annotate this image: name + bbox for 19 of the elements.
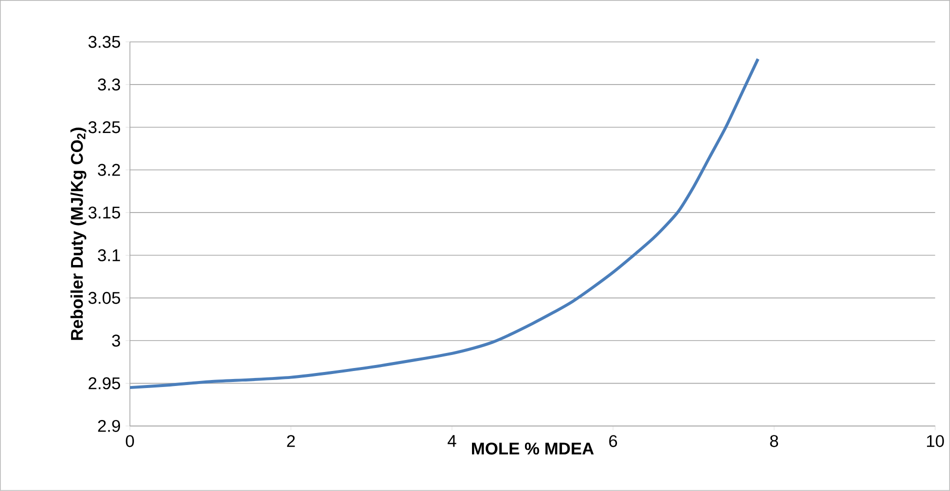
y-tick-label: 3.05 bbox=[88, 292, 120, 304]
x-tick-label: 2 bbox=[287, 435, 295, 447]
text: Reboiler Duty (MJ/Kg CO$_{2}$) bbox=[70, 128, 86, 340]
y-tick-label: 3.3 bbox=[98, 78, 120, 91]
y-tick-label: 3.15 bbox=[88, 206, 120, 219]
y-tick-label: 3.1 bbox=[98, 249, 120, 262]
y-tick-label: 3.35 bbox=[88, 36, 120, 48]
x-axis-title: MOLE % MDEA bbox=[472, 442, 594, 455]
y-tick-label: 3 bbox=[112, 334, 120, 347]
y-tick-label: 3.25 bbox=[88, 121, 120, 134]
y-tick-label: 2.95 bbox=[88, 377, 120, 390]
x-tick-label: 10 bbox=[927, 435, 944, 448]
x-tick-label: 8 bbox=[770, 435, 778, 448]
line-series bbox=[130, 58, 760, 390]
y-tick-label: 2.9 bbox=[98, 420, 120, 432]
x-tick-label: 6 bbox=[609, 435, 618, 448]
y-tick-label: 3.2 bbox=[98, 164, 120, 176]
x-tick-label: 4 bbox=[448, 435, 456, 447]
x-tick-label: 0 bbox=[126, 435, 134, 448]
